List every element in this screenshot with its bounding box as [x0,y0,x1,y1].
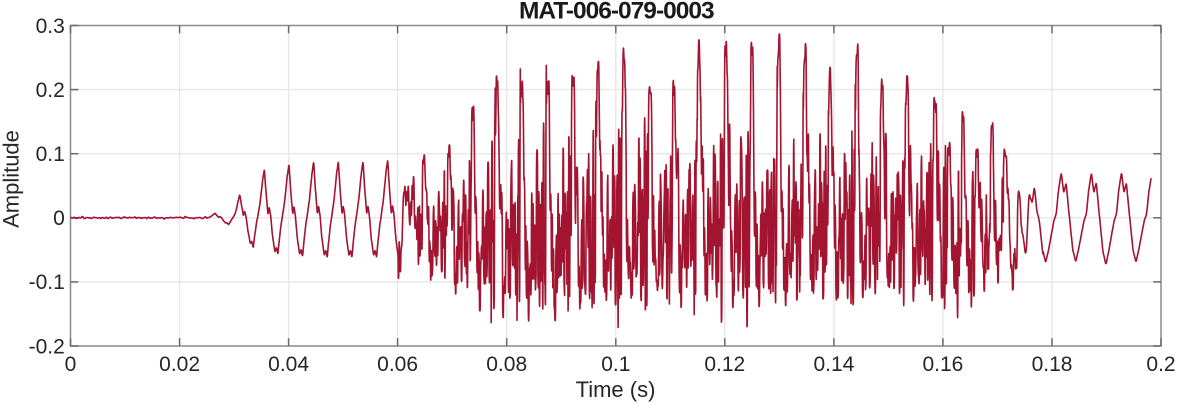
svg-text:-0.2: -0.2 [29,335,65,358]
svg-text:0.04: 0.04 [268,353,309,376]
svg-text:0.2: 0.2 [1146,353,1175,376]
svg-text:0: 0 [53,207,65,230]
svg-text:0.06: 0.06 [377,353,418,376]
svg-text:MAT-006-079-0003: MAT-006-079-0003 [519,0,714,25]
svg-text:0.16: 0.16 [922,353,963,376]
svg-text:Time (s): Time (s) [576,377,656,402]
svg-text:-0.1: -0.1 [29,271,65,294]
svg-text:0.1: 0.1 [36,143,65,166]
svg-text:0.12: 0.12 [704,353,745,376]
svg-text:0.08: 0.08 [486,353,527,376]
svg-text:0.2: 0.2 [36,79,65,102]
svg-text:0.1: 0.1 [601,353,630,376]
svg-text:0.14: 0.14 [813,353,854,376]
svg-text:Amplitude: Amplitude [0,130,24,228]
svg-text:0.02: 0.02 [159,353,200,376]
svg-text:0.18: 0.18 [1032,353,1073,376]
svg-text:0.3: 0.3 [36,15,65,38]
svg-text:0: 0 [65,353,77,376]
